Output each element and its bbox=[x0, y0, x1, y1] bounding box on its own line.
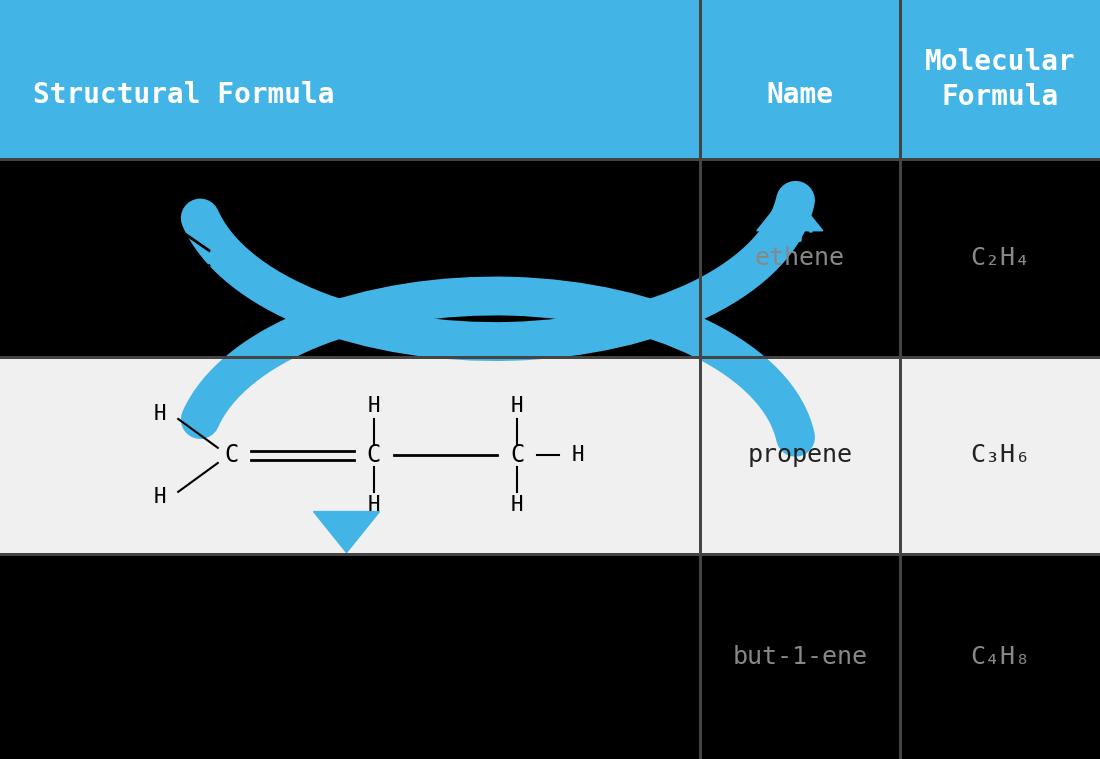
Text: H: H bbox=[571, 446, 584, 465]
Text: H: H bbox=[367, 396, 381, 416]
Text: ethene: ethene bbox=[755, 246, 845, 270]
Bar bbox=[0, 357, 1100, 554]
Bar bbox=[0, 0, 1100, 159]
Text: C: C bbox=[510, 443, 524, 468]
Text: C₂H₄: C₂H₄ bbox=[970, 246, 1030, 270]
Text: H: H bbox=[510, 495, 524, 515]
Bar bbox=[0, 554, 1100, 759]
Bar bbox=[0, 159, 1100, 357]
Text: C₃H₆: C₃H₆ bbox=[970, 443, 1030, 468]
Polygon shape bbox=[757, 190, 823, 231]
Text: H: H bbox=[153, 404, 166, 424]
Text: C₄H₈: C₄H₈ bbox=[970, 644, 1030, 669]
Text: H: H bbox=[124, 200, 140, 225]
Text: H: H bbox=[510, 396, 524, 416]
Text: but-1-ene: but-1-ene bbox=[733, 644, 867, 669]
Text: H: H bbox=[367, 495, 381, 515]
Text: H: H bbox=[124, 291, 140, 316]
Text: propene: propene bbox=[747, 443, 852, 468]
Text: H: H bbox=[153, 487, 166, 507]
Text: H: H bbox=[543, 644, 557, 669]
Text: Name: Name bbox=[767, 81, 833, 109]
Text: Molecular
Formula: Molecular Formula bbox=[924, 49, 1076, 111]
Text: Structural Formula: Structural Formula bbox=[33, 81, 334, 109]
Polygon shape bbox=[314, 512, 380, 553]
Text: C: C bbox=[224, 443, 238, 468]
Text: C: C bbox=[411, 644, 425, 669]
Text: C: C bbox=[367, 443, 381, 468]
Text: C: C bbox=[290, 644, 304, 669]
